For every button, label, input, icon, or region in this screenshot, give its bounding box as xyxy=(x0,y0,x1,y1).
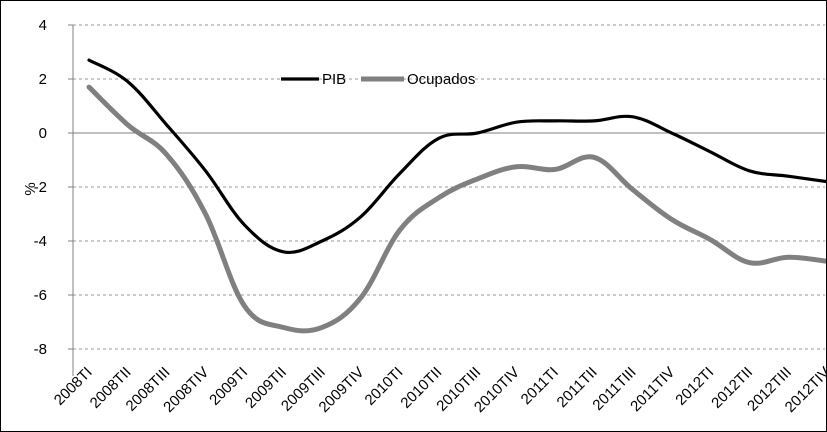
legend: PIB Ocupados xyxy=(281,71,475,88)
series-lines xyxy=(86,58,826,334)
legend-label: Ocupados xyxy=(407,71,475,88)
y-tick-label: 4 xyxy=(39,17,47,34)
y-tick-labels: 4 2 0 -2 -4 -6 -8 xyxy=(34,17,47,358)
y-tick-label: -8 xyxy=(34,341,47,358)
axes xyxy=(68,24,825,376)
series-line-pib xyxy=(87,58,826,255)
y-tick-label: 2 xyxy=(39,71,47,88)
y-tick-label: -6 xyxy=(34,287,47,304)
y-axis-label: % xyxy=(22,182,39,195)
x-tick-labels: 2008TI2008TII2008TIII2008TIV2009TI2009TI… xyxy=(51,364,826,416)
gridlines xyxy=(73,24,825,350)
series-line-ocupados xyxy=(86,84,826,334)
y-tick-label: -4 xyxy=(34,233,47,250)
y-tick-label: 0 xyxy=(39,125,47,142)
y-tick-label: -2 xyxy=(34,179,47,196)
legend-label: PIB xyxy=(322,71,346,88)
